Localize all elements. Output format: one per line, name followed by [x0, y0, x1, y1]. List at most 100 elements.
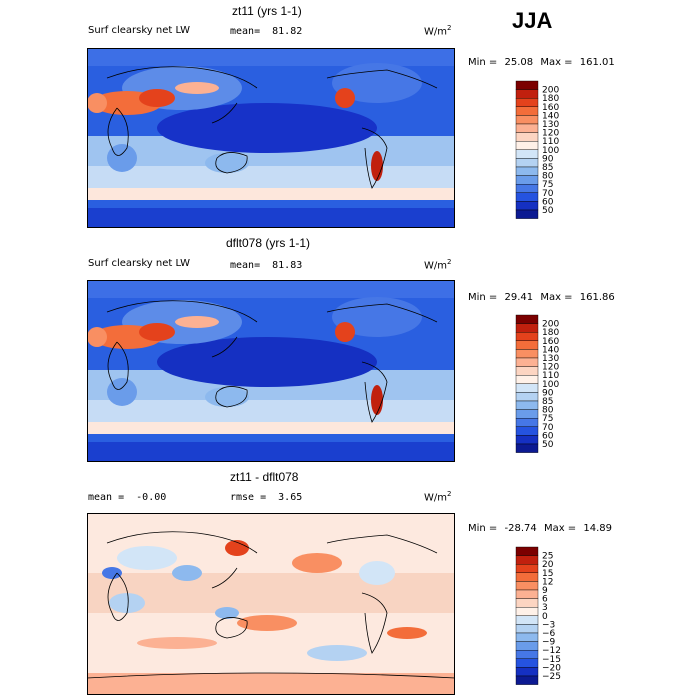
panel2-colorbar-box — [515, 314, 539, 324]
panel3-patch-f — [292, 553, 342, 573]
panel3-patch-i — [237, 615, 297, 631]
panel3-units-base: W/m — [424, 492, 447, 504]
panel2-colorbar-box — [515, 426, 539, 436]
panel2-coastline — [106, 300, 438, 423]
panel1-colorbar-box — [515, 115, 539, 125]
panel1-colorbar-label: 100 — [542, 146, 559, 156]
panel3-patch-g — [359, 561, 395, 585]
panel2-colorbar-box — [515, 375, 539, 385]
panel2-mean: mean= 81.83 — [230, 260, 302, 271]
panel3-units-exp: 2 — [447, 490, 452, 498]
panel1-colorbar-label: 180 — [542, 94, 559, 104]
panel2-mean-value: 81.83 — [272, 260, 303, 271]
panel1-coastline — [106, 66, 438, 189]
panel1-africa-south — [107, 144, 137, 172]
panel3-colorbar-box — [515, 598, 539, 608]
panel2-minmax: Min = 29.41 Max = 161.86 — [468, 292, 615, 303]
panel3-patch-e — [102, 567, 122, 579]
panel3-min-label: Min = — [468, 523, 498, 534]
panel2-min-label: Min = — [468, 292, 498, 303]
panel2-colorbar-box — [515, 366, 539, 376]
panel3-title: zt11 - dflt078 — [230, 470, 299, 484]
panel1-colorbar-box — [515, 183, 539, 193]
panel2-colorbar-box — [515, 332, 539, 342]
panel1-colorbar-box — [515, 175, 539, 185]
panel3-patch-c — [225, 540, 249, 556]
panel1-colorbar-box — [515, 141, 539, 151]
panel1-colorbar-label: 110 — [542, 137, 559, 147]
panel2-colorbar-box — [515, 392, 539, 402]
panel2-sahara-east — [87, 327, 107, 347]
panel2-colorbar-box — [515, 409, 539, 419]
panel2-title: dflt078 (yrs 1-1) — [226, 236, 311, 250]
panel2-colorbar-label: 200 — [542, 320, 559, 330]
panel3-colorbar-box — [515, 555, 539, 565]
panel3-antarctic — [87, 673, 455, 695]
panel3-rmse-value: 3.65 — [278, 492, 303, 503]
panel2-colorbar-label: 50 — [542, 440, 554, 450]
panel3-colorbar-label: 6 — [542, 595, 548, 605]
panel2-arctic — [87, 280, 455, 298]
panel2-colorbar-label: 70 — [542, 423, 554, 433]
panel1-colorbar-label: 120 — [542, 129, 559, 139]
panel3-colorbar-label: 9 — [542, 586, 548, 596]
panel3-colorbar-box — [515, 581, 539, 591]
panel1-colorbar-label: 200 — [542, 86, 559, 96]
panel2-colorbar-label: 160 — [542, 337, 559, 347]
panel2-map — [87, 280, 455, 462]
panel3-rmse: rmse = 3.65 — [230, 492, 302, 503]
panel1-colorbar-box — [515, 209, 539, 219]
panel3-patch-b — [172, 565, 202, 581]
panel3-colorbar-box — [515, 641, 539, 651]
panel1-max-value: 161.01 — [579, 57, 615, 68]
panel1-colorbar-box — [515, 123, 539, 133]
panel3-minmax: Min = -28.74 Max = 14.89 — [468, 523, 612, 534]
panel3-mean-label: mean = — [88, 492, 125, 503]
panel3-colorbar-box — [515, 624, 539, 634]
panel2-min-value: 29.41 — [504, 292, 534, 303]
panel3-colorbar-box — [515, 572, 539, 582]
panel1-colorbar-label: 130 — [542, 120, 559, 130]
panel3-units: W/m2 — [424, 490, 451, 503]
panel3-patch-j — [137, 637, 217, 649]
panel2-colorbar-box — [515, 340, 539, 350]
panel3-patch-k — [307, 645, 367, 661]
panel1-colorbar-box — [515, 149, 539, 159]
panel2-colorbar-box — [515, 357, 539, 367]
panel2-frame — [87, 280, 455, 462]
panel1-colorbar-label: 85 — [542, 163, 553, 173]
panel2-colorbar-label: 130 — [542, 354, 559, 364]
panel3-colorbar-box — [515, 649, 539, 659]
panel1-frame — [87, 48, 455, 228]
panel1-colorbar-box — [515, 106, 539, 116]
panel1-colorbar-label: 75 — [542, 180, 553, 190]
panel3-colorbar-box — [515, 607, 539, 617]
panel1-mean-value: 81.82 — [272, 26, 303, 37]
panel2-colorbar-box — [515, 349, 539, 359]
panel2-colorbar-label: 180 — [542, 328, 559, 338]
panel1-colorbar-label: 50 — [542, 206, 554, 216]
panel1-title: zt11 (yrs 1-1) — [232, 4, 302, 18]
panel3-patch-d — [109, 593, 145, 613]
panel3-colorbar-label: −9 — [542, 638, 556, 648]
panel3-frame — [87, 513, 455, 695]
panel2-colorbar-label: 140 — [542, 345, 559, 355]
panel3-colorbar-box — [515, 589, 539, 599]
panel1-colorbar-box — [515, 98, 539, 108]
panel3-mean-value: -0.00 — [136, 492, 167, 503]
panel3-colorbar-box — [515, 667, 539, 677]
panel3-patch-h — [387, 627, 427, 639]
season-label: JJA — [512, 8, 553, 33]
panel3-colorbar-box — [515, 546, 539, 556]
panel2-units-exp: 2 — [447, 258, 452, 266]
panel1-pacific-deep — [157, 103, 377, 153]
panel2-colorbar-box — [515, 383, 539, 393]
panel1-units-base: W/m — [424, 26, 447, 38]
panel3-colorbar-label: 25 — [542, 552, 553, 562]
panel2-colorbar-label: 100 — [542, 380, 559, 390]
panel3-colorbar-label: −20 — [542, 663, 561, 673]
panel2-pacific-deep — [157, 337, 377, 387]
panel1-colorbar-label: 70 — [542, 189, 554, 199]
panel3-min-value: -28.74 — [504, 523, 537, 534]
panel1-arabia-hot — [139, 89, 175, 107]
